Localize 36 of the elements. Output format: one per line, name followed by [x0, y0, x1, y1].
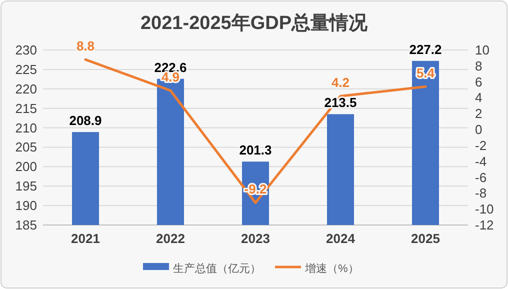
y2-tick-label: 0 [475, 122, 482, 138]
x-tick-label: 2022 [156, 231, 185, 246]
x-tick-label: 2023 [241, 231, 270, 246]
y-tick-label: 205 [15, 140, 37, 155]
y2-tick-label: -4 [475, 154, 487, 169]
y-tick-label: 220 [15, 81, 37, 96]
y2-tick-label: -2 [475, 138, 487, 153]
y2-tick-label: 2 [475, 106, 482, 122]
y-tick-label: 215 [15, 100, 37, 116]
y-tick-label: 210 [15, 120, 37, 136]
legend-label: 增速（%） [304, 262, 359, 275]
y2-tick-label: 4 [475, 90, 482, 106]
data-label: 208.9 [69, 113, 102, 128]
data-label: 201.3 [239, 142, 272, 158]
x-tick-label: 2025 [411, 231, 440, 246]
data-label: 227.2 [409, 42, 442, 57]
data-label: 8.8 [76, 38, 95, 54]
y2-tick-label: 10 [475, 42, 490, 58]
y-tick-label: 185 [15, 218, 37, 232]
y2-tick-label: 6 [475, 74, 482, 90]
y2-tick-label: 8 [475, 58, 482, 74]
data-label: 5.4 [416, 66, 436, 81]
y-tick-label: 195 [15, 178, 37, 194]
y-tick-label: 230 [15, 42, 37, 58]
y-tick-label: 225 [15, 62, 37, 77]
y2-tick-label: -6 [475, 170, 487, 185]
x-tick-label: 2021 [71, 231, 100, 246]
x-tick-label: 2024 [326, 231, 356, 246]
y-tick-label: 200 [15, 159, 37, 174]
y-tick-label: 190 [15, 198, 37, 214]
y2-tick-label: -12 [475, 218, 494, 232]
data-label: 4.2 [331, 75, 350, 90]
y2-tick-label: -8 [475, 186, 487, 201]
y2-tick-label: -10 [475, 202, 494, 217]
legend-label: 生产总值（亿元） [173, 262, 261, 275]
chart-title: 2021-2025年GDP总量情况 [140, 12, 369, 34]
